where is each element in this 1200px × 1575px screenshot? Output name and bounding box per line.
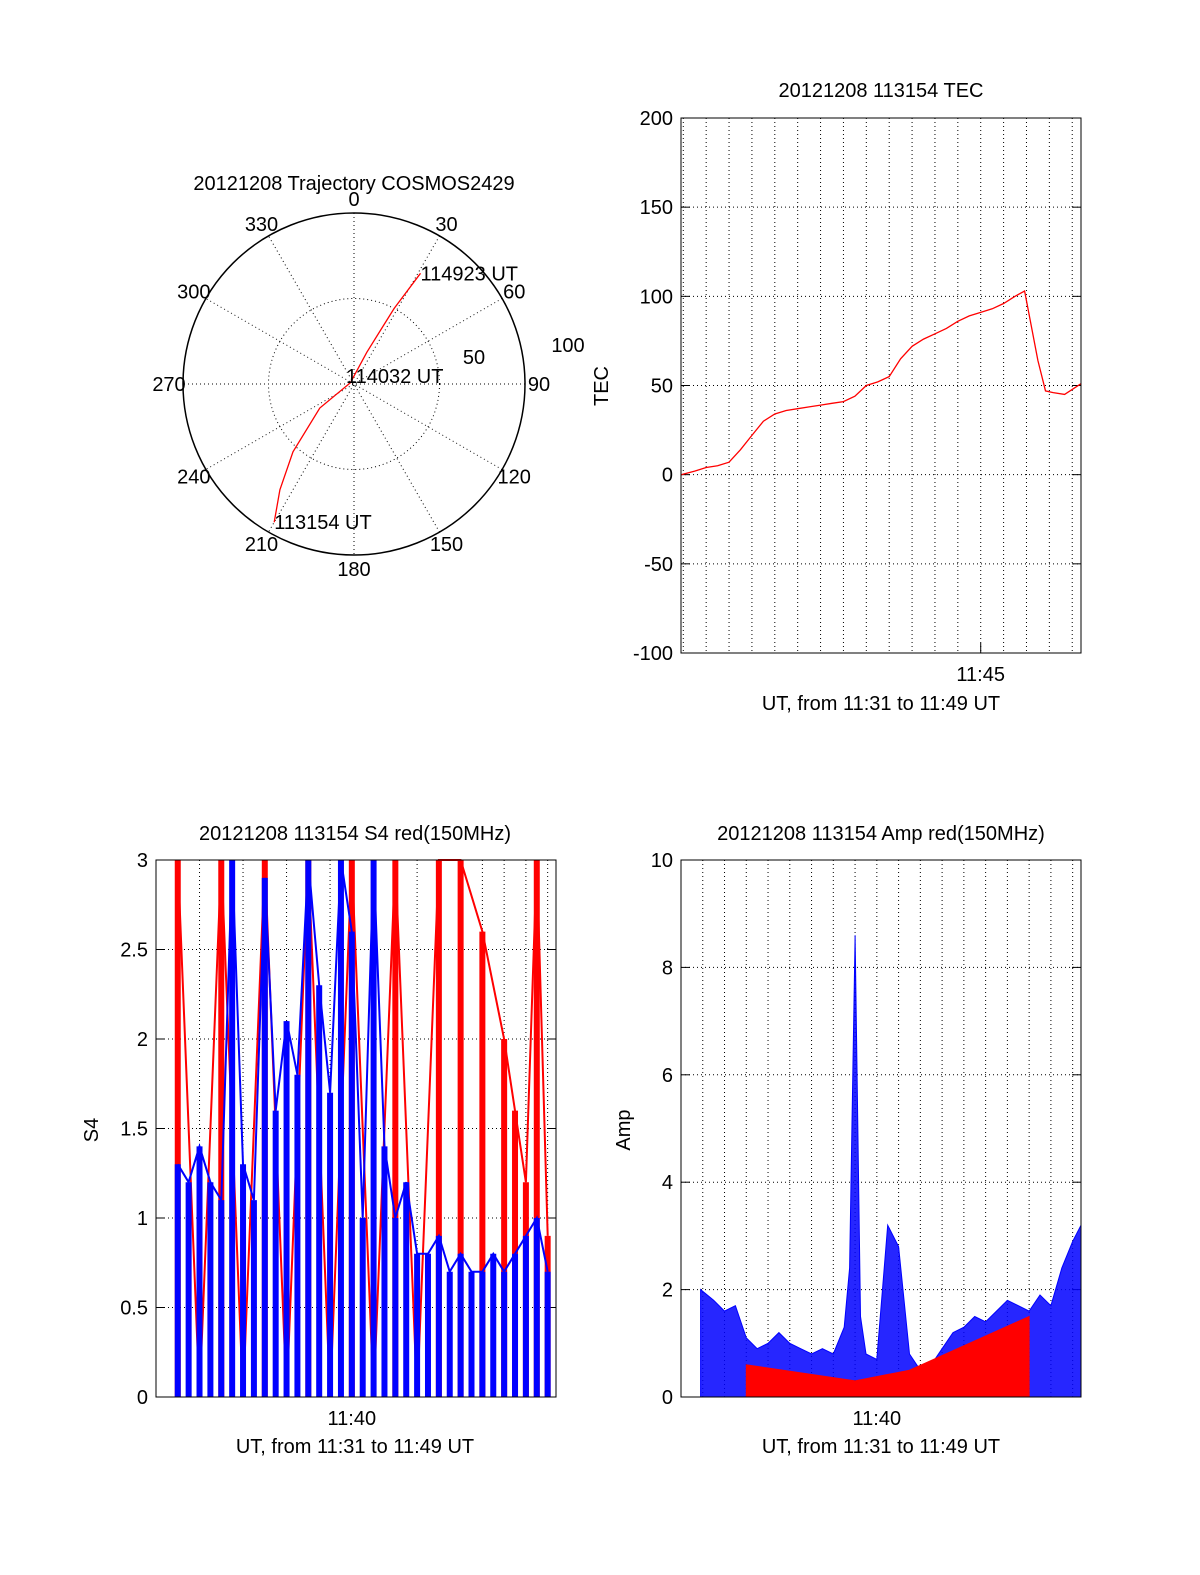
polar-angle-label: 180	[337, 559, 370, 581]
polar-angle-label: 270	[152, 374, 185, 396]
polar-angle-label: 150	[430, 534, 463, 556]
y-tick-label: 50	[651, 376, 673, 398]
y-tick-label: 1	[137, 1208, 148, 1230]
tec-xlabel: UT, from 11:31 to 11:49 UT	[762, 693, 1000, 715]
plot-frame	[680, 859, 1082, 1398]
y-tick-label: 150	[640, 197, 673, 219]
trajectory-annotation: 114032 UT	[346, 366, 443, 388]
plot-frame	[155, 859, 557, 1398]
tec-panel: 20121208 113154 TEC TEC UT, from 11:31 t…	[591, 80, 1082, 715]
amp-ylabel: Amp	[613, 1109, 635, 1150]
amp-title: 20121208 113154 Amp red(150MHz)	[717, 823, 1045, 845]
polar-spoke	[268, 235, 440, 533]
y-tick-label: -50	[644, 554, 673, 576]
s4-plot: 0 0.5 1 1.5 2 2.5 3 11:40	[120, 850, 557, 1430]
x-tick-label: 11:45	[956, 664, 1005, 686]
series-area-0	[700, 935, 1082, 1398]
y-tick-label: 0.5	[120, 1298, 148, 1320]
y-tick-label: 0	[137, 1387, 148, 1409]
s4-title: 20121208 113154 S4 red(150MHz)	[199, 823, 511, 845]
trajectory-panel: 20121208 Trajectory COSMOS2429 0 30 60 90 12…	[152, 173, 584, 581]
y-tick-label: 8	[662, 957, 673, 979]
polar-angle-label: 90	[528, 374, 550, 396]
y-tick-label: 2	[662, 1280, 673, 1302]
polar-angle-label: 60	[503, 282, 525, 304]
tec-ylabel: TEC	[591, 366, 613, 406]
y-tick-label: 0	[662, 1387, 673, 1409]
plot-frame	[680, 117, 1082, 654]
series-line-0	[680, 289, 1082, 476]
trajectory-title: 20121208 Trajectory COSMOS2429	[193, 173, 514, 195]
polar-angle-label: 300	[177, 282, 210, 304]
polar-spoke	[205, 298, 503, 470]
s4-xlabel: UT, from 11:31 to 11:49 UT	[236, 1436, 474, 1458]
y-tick-label: 10	[651, 850, 673, 872]
y-tick-label: 3	[137, 850, 148, 872]
amp-xlabel: UT, from 11:31 to 11:49 UT	[762, 1436, 1000, 1458]
y-tick-label: 2.5	[120, 940, 148, 962]
y-tick-label: 0	[662, 465, 673, 487]
y-tick-label: 200	[640, 108, 673, 130]
amp-plot: 0 2 4 6 8 10 11:40	[651, 850, 1082, 1430]
y-tick-label: 4	[662, 1172, 673, 1194]
s4-panel: 20121208 113154 S4 red(150MHz) S4 UT, fr…	[81, 823, 557, 1458]
polar-angle-label: 330	[245, 214, 278, 236]
polar-angle-label: 120	[498, 467, 531, 489]
trajectory-annotation: 114923 UT	[421, 263, 518, 285]
polar-angle-label: 0	[348, 189, 359, 211]
tec-title: 20121208 113154 TEC	[779, 80, 984, 102]
tec-plot: -100 -50 0 50 100 150 200 11:45	[633, 108, 1082, 686]
y-tick-label: 2	[137, 1029, 148, 1051]
x-tick-label: 11:40	[328, 1408, 377, 1430]
trajectory-line	[273, 272, 422, 523]
y-tick-label: -100	[633, 643, 673, 665]
polar-radius-label-50: 50	[463, 347, 485, 369]
polar-plot: 0 30 60 90 120 150 180 210 240 270 300 330 50 100 1149…	[152, 189, 584, 581]
trajectory-annotation: 113154 UT	[274, 512, 371, 534]
y-tick-label: 1.5	[120, 1119, 148, 1141]
polar-angle-label: 210	[245, 534, 278, 556]
amp-panel: 20121208 113154 Amp red(150MHz) Amp UT, …	[613, 823, 1082, 1458]
polar-spoke	[205, 298, 503, 470]
y-tick-label: 6	[662, 1065, 673, 1087]
polar-angle-label: 30	[435, 214, 457, 236]
s4-ylabel: S4	[81, 1118, 103, 1142]
x-tick-label: 11:40	[853, 1408, 902, 1430]
polar-angle-label: 240	[177, 467, 210, 489]
y-tick-label: 100	[640, 286, 673, 308]
series-line-1	[176, 859, 549, 1275]
polar-radius-label-100: 100	[551, 335, 584, 357]
